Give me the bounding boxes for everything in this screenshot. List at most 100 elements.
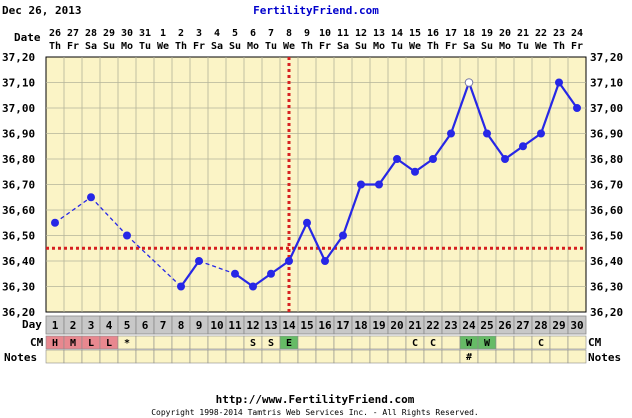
notes-cell (549, 349, 569, 364)
weekday-label: Fr (445, 41, 457, 52)
cycle-day-label: 1 (52, 319, 59, 332)
cm-cell (567, 335, 587, 350)
date-label: 27 (67, 28, 79, 39)
weekday-label: Th (301, 41, 313, 52)
temperature-point (375, 180, 383, 189)
y-tick-left: 36,40 (2, 255, 35, 268)
notes-cell (513, 349, 533, 364)
cycle-day-label: 11 (228, 319, 242, 332)
date-label: 12 (355, 28, 367, 39)
y-tick-right: 37,10 (590, 77, 623, 90)
cm-value: S (250, 338, 256, 349)
cycle-day-label: 13 (264, 319, 277, 332)
notes-cell (423, 349, 443, 364)
weekday-label: Th (49, 41, 61, 52)
weekday-label: Sa (463, 41, 475, 52)
series-segment (378, 158, 398, 186)
date-label: 11 (337, 28, 349, 39)
weekday-label: Tu (139, 41, 151, 52)
cycle-day-label: 9 (196, 319, 203, 332)
temperature-point (51, 218, 59, 227)
series-segment (288, 222, 308, 262)
weekday-label: Su (481, 41, 493, 52)
cm-cell (333, 335, 353, 350)
weekday-label: Fr (67, 41, 79, 52)
series-segment (306, 222, 326, 262)
cycle-day-label: 27 (516, 319, 529, 332)
temperature-point (411, 167, 419, 176)
date-label: 15 (409, 28, 421, 39)
cycle-day-label: 15 (300, 319, 313, 332)
cm-cell (315, 335, 335, 350)
cycle-day-label: 8 (178, 319, 185, 332)
cm-cell (207, 335, 227, 350)
cycle-day-label: 5 (124, 319, 131, 332)
cycle-day-label: 21 (408, 319, 422, 332)
date-label: 5 (232, 28, 238, 39)
cm-value: M (70, 338, 76, 349)
cm-value: L (106, 338, 112, 349)
date-label: 29 (103, 28, 115, 39)
cm-cell (189, 335, 209, 350)
cm-cell (369, 335, 389, 350)
temperature-point (267, 269, 275, 278)
date-label: 14 (391, 28, 403, 39)
cycle-day-label: 2 (70, 319, 77, 332)
temperature-point (285, 257, 293, 265)
weekday-label: Fr (571, 41, 583, 52)
series-segment (486, 132, 506, 160)
y-tick-left: 36,90 (2, 128, 35, 141)
cm-cell (513, 335, 533, 350)
temperature-point (231, 269, 239, 278)
temperature-point (249, 282, 257, 291)
temperature-point (537, 129, 545, 138)
weekday-label: Mo (373, 41, 385, 52)
brand-title: FertilityFriend.com (253, 4, 379, 17)
weekday-label: We (283, 41, 295, 52)
notes-cell (405, 349, 425, 364)
date-label: 26 (49, 28, 61, 39)
temperature-series (51, 78, 581, 291)
notes-cell (153, 349, 173, 364)
y-tick-right: 36,60 (590, 204, 623, 217)
series-segment (341, 184, 363, 236)
weekday-label: Mo (499, 41, 511, 52)
cycle-day-label: 22 (426, 319, 439, 332)
weekday-label: Fr (319, 41, 331, 52)
temperature-point (447, 129, 455, 138)
row-label-cm-left: CM (30, 336, 44, 349)
notes-cell (189, 349, 209, 364)
weekday-label: Tu (265, 41, 277, 52)
date-label: 31 (139, 28, 151, 39)
cycle-day-label: 19 (372, 319, 385, 332)
cycle-day-label: 18 (354, 319, 367, 332)
notes-cell (261, 349, 281, 364)
chart-grid (46, 57, 586, 312)
temperature-point (321, 257, 329, 265)
notes-cell (369, 349, 389, 364)
row-label-cm-right: CM (588, 336, 602, 349)
cm-value: L (88, 338, 94, 349)
weekday-label: Sa (85, 41, 97, 52)
cycle-day-label: 30 (570, 319, 583, 332)
date-label: 22 (535, 28, 547, 39)
y-tick-right: 37,20 (590, 51, 623, 64)
y-tick-left: 37,20 (2, 51, 35, 64)
cm-value: E (286, 338, 292, 349)
cm-value: S (268, 338, 274, 349)
cycle-day-label: 29 (552, 319, 565, 332)
y-tick-right: 37,00 (590, 102, 623, 115)
notes-cell (45, 349, 65, 364)
reference-lines (46, 57, 586, 312)
cycle-day-label: 28 (534, 319, 547, 332)
cm-cell (495, 335, 515, 350)
cycle-day-label: 6 (142, 319, 149, 332)
temperature-point (177, 282, 185, 291)
date-label: 13 (373, 28, 385, 39)
date-label: 1 (160, 28, 166, 39)
temperature-point (483, 129, 491, 138)
footer-copyright: Copyright 1998-2014 Tamtris Web Services… (151, 408, 479, 417)
weekday-label: Tu (517, 41, 529, 52)
row-label-day: Day (22, 318, 42, 331)
